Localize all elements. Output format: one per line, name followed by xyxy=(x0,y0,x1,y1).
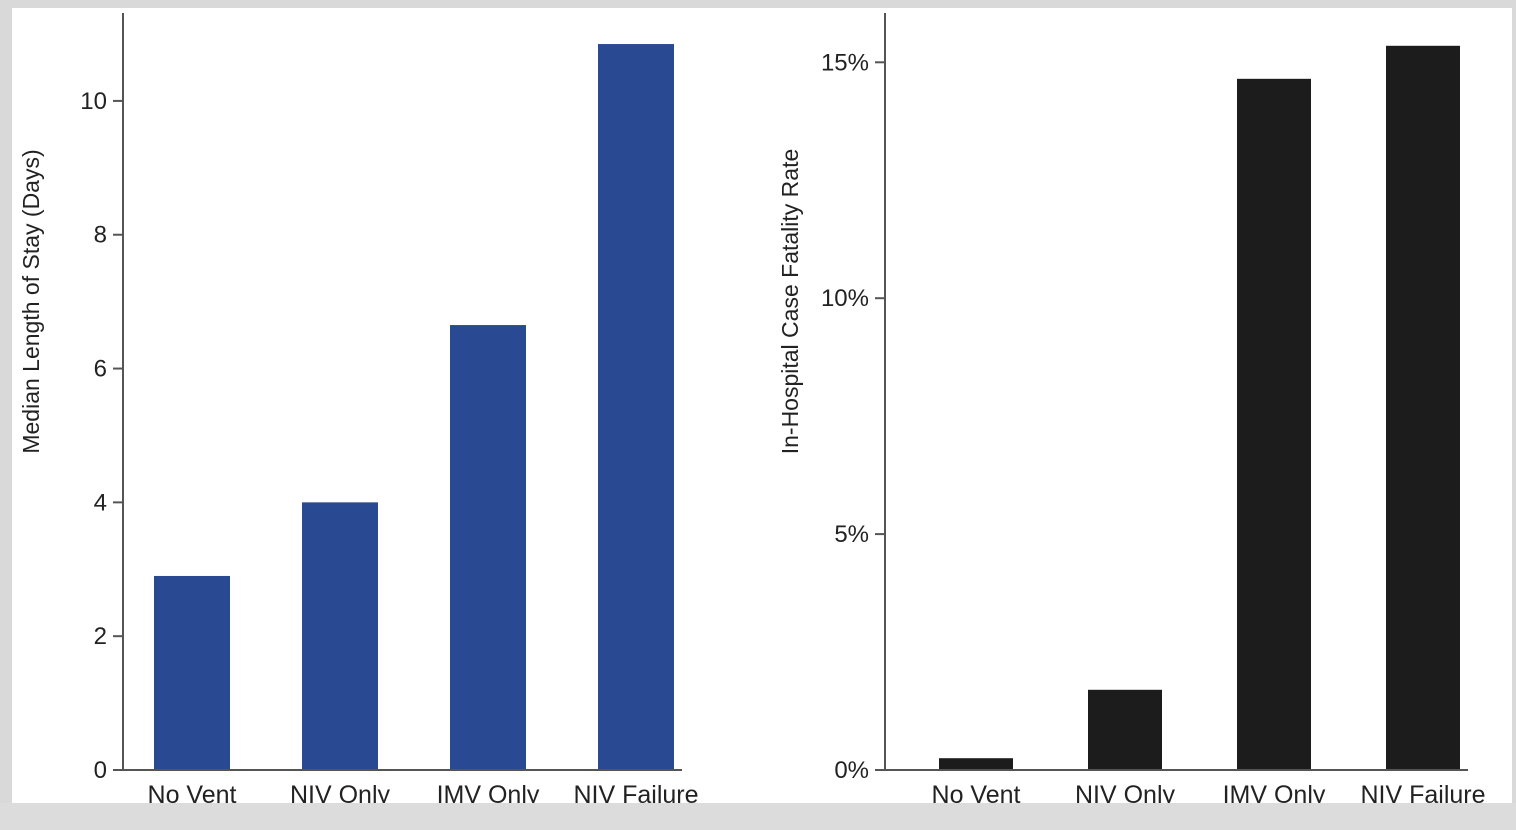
y-tick-label-1-2: 10% xyxy=(821,285,869,312)
bar-1-3 xyxy=(1386,45,1460,771)
y-tick-label-0-5: 10 xyxy=(80,88,107,115)
bar-0-0 xyxy=(154,575,230,770)
bar-0-2 xyxy=(450,325,526,770)
bar-0-3 xyxy=(598,44,674,770)
bar-0-1 xyxy=(302,502,378,770)
left-chart-length-of-stay: 0 2 4 6 8 10 No Vent NIV Only IMV Only NIV Failur… xyxy=(18,13,699,809)
y-tick-label-1-3: 15% xyxy=(821,49,869,76)
category-label-0-2: IMV Only xyxy=(437,781,540,803)
bar-1-1 xyxy=(1088,689,1162,770)
y-tick-label-1-0: 0% xyxy=(834,757,869,784)
y-tick-label-0-0: 0 xyxy=(94,757,107,784)
category-label-1-2: IMV Only xyxy=(1223,781,1326,803)
category-label-1-3: NIV Failure xyxy=(1360,781,1485,803)
y-tick-label-0-3: 6 xyxy=(94,356,107,383)
figure: 0 2 4 6 8 10 No Vent NIV Only IMV Only NIV Failur… xyxy=(12,8,1512,809)
y-tick-label-0-4: 8 xyxy=(94,222,107,249)
y-tick-label-1-1: 5% xyxy=(834,521,869,548)
y-axis-title-1: In-Hospital Case Fatality Rate xyxy=(777,149,803,455)
bottom-strip xyxy=(0,803,1516,830)
bar-1-0 xyxy=(939,758,1013,770)
category-label-0-3: NIV Failure xyxy=(573,781,698,803)
y-tick-label-0-2: 4 xyxy=(94,489,107,516)
category-label-0-1: NIV Only xyxy=(290,781,391,803)
category-label-1-1: NIV Only xyxy=(1075,781,1176,803)
bar-1-2 xyxy=(1237,78,1311,771)
category-label-0-0: No Vent xyxy=(148,781,237,803)
y-axis-title-0: Median Length of Stay (Days) xyxy=(18,149,44,453)
chart-svg: 0 2 4 6 8 10 No Vent NIV Only IMV Only NIV Failur… xyxy=(18,13,1486,809)
category-label-1-0: No Vent xyxy=(932,781,1021,803)
y-tick-label-0-1: 2 xyxy=(94,623,107,650)
right-chart-fatality-rate: 0% 5% 10% 15% No Vent NIV Only IMV Only NIV Fai… xyxy=(777,13,1486,809)
